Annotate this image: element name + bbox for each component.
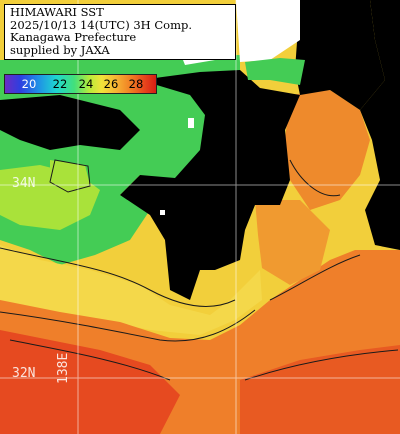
title-line-2: 2025/10/13 14(UTC) 3H Comp.	[10, 17, 193, 32]
lon-label-138e: 138E	[56, 352, 71, 384]
legend-tick-20: 20	[21, 77, 37, 91]
warm-water-east-2	[255, 200, 330, 285]
legend-tick-28: 28	[128, 77, 144, 91]
title-line-4: supplied by JAXA	[10, 42, 110, 57]
cold-strip	[245, 58, 305, 85]
cold-water-patch	[50, 160, 90, 192]
title-line-3: Kanagawa Prefecture	[10, 30, 137, 45]
land-izu-east	[360, 0, 400, 250]
legend-tick-26: 26	[103, 77, 119, 91]
warm-band	[0, 245, 262, 335]
cloud-white-4	[160, 210, 165, 215]
hottest-water-east	[240, 345, 400, 434]
lat-label-34n: 34N	[12, 176, 36, 191]
temperature-legend: 20 22 24 26 28	[4, 74, 157, 94]
hottest-water-south	[0, 330, 180, 434]
land-shoreline-box	[295, 0, 385, 110]
warm-water-east	[285, 90, 370, 210]
cloud-white	[236, 0, 300, 62]
title-box: HIMAWARI SST 2025/10/13 14(UTC) 3H Comp.…	[4, 4, 236, 60]
contour-lines	[0, 159, 399, 381]
lat-label-32n: 32N	[12, 366, 36, 381]
cloud-white-3	[188, 118, 194, 128]
cloud-patch	[0, 95, 140, 150]
title-line-1: HIMAWARI SST	[10, 5, 104, 19]
legend-tick-24: 24	[78, 77, 94, 91]
legend-tick-22: 22	[52, 77, 68, 91]
